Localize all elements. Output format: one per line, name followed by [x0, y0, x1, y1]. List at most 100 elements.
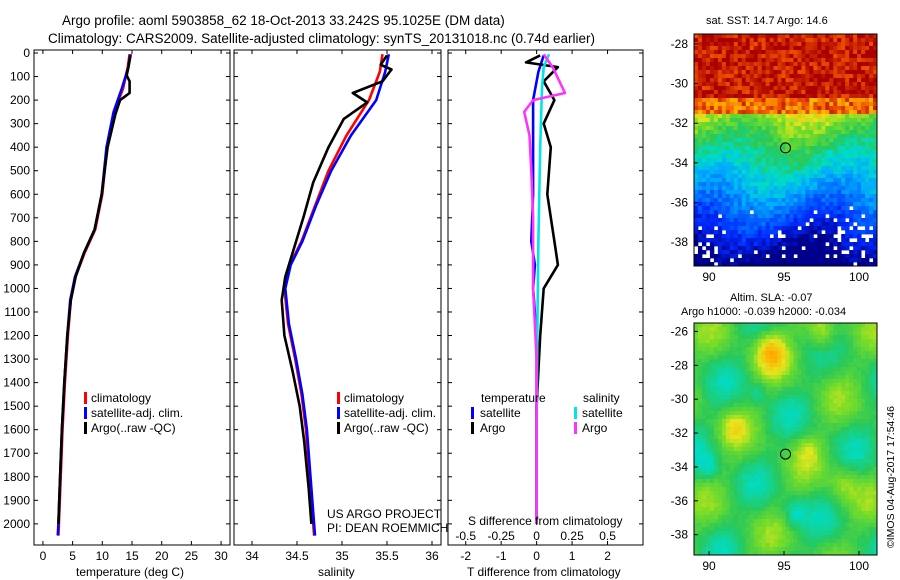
map-cell: [841, 451, 846, 456]
map-cell: [741, 403, 747, 408]
map-cell: [741, 50, 747, 55]
map-cell: [789, 86, 794, 91]
map-cell: [841, 198, 846, 203]
map-cell: [861, 210, 866, 215]
map-cell: [717, 202, 723, 207]
map-cell: [785, 194, 790, 199]
map-cell: [777, 479, 782, 484]
map-cell: [777, 174, 782, 179]
map-cell: [717, 238, 723, 243]
map-cell: [793, 399, 798, 404]
map-cell: [801, 383, 806, 388]
map-cell: [717, 431, 723, 436]
map-cell: [869, 455, 874, 460]
map-cell: [713, 383, 719, 388]
map-cell: [833, 54, 838, 59]
map-cell: [829, 98, 834, 103]
map-cell: [817, 395, 822, 400]
map-cell: [769, 210, 774, 215]
map-cell: [849, 86, 854, 91]
map-cell: [873, 419, 878, 424]
map-cell: [861, 419, 866, 424]
map-cell: [837, 130, 842, 135]
map-cell: [809, 367, 814, 372]
map-cell: [701, 42, 707, 47]
map-cell: [861, 90, 866, 95]
map-cell: [833, 186, 838, 191]
map-cell: [701, 439, 707, 444]
map-cell: [781, 459, 786, 464]
map-cell: [845, 423, 850, 428]
map-cell: [717, 38, 723, 43]
map-cell: [865, 411, 870, 416]
map-cell: [793, 74, 798, 79]
map-cell: [749, 90, 755, 95]
salinity-panel: 34 34.5 35 35.5 36 salinity climatology sate…: [233, 49, 448, 579]
map-cell: [773, 50, 778, 55]
map-cell: [709, 142, 715, 147]
map-cell: [833, 166, 838, 171]
sst-map-title: sat. SST: 14.7 Argo: 14.6: [706, 15, 828, 27]
map-cell: [749, 427, 755, 432]
map-cell: [805, 94, 810, 99]
legend-label-argo: Argo(..raw -QC): [91, 421, 176, 435]
map-cell: [789, 455, 794, 460]
map-cell: [765, 162, 770, 167]
map-cell: [773, 90, 778, 95]
map-cell: [829, 371, 834, 376]
map-cell: [741, 262, 747, 267]
map-cell: [821, 86, 826, 91]
map-cell: [701, 222, 707, 227]
map-cell: [821, 138, 826, 143]
map-cell: [865, 467, 870, 472]
map-cell: [865, 82, 870, 87]
map-cell: [857, 371, 862, 376]
map-cell: [773, 146, 778, 151]
map-cell: [797, 134, 802, 139]
map-cell: [745, 499, 751, 504]
map-cell: [809, 150, 814, 155]
map-cell: [797, 415, 802, 420]
map-cell: [725, 415, 731, 420]
map-cell: [709, 447, 715, 452]
map-cell: [801, 335, 806, 340]
map-cell: [853, 343, 858, 348]
map-cell: [697, 138, 703, 143]
map-cell: [713, 391, 719, 396]
map-cell: [745, 162, 751, 167]
map-cell: [841, 343, 846, 348]
map-cell: [873, 190, 878, 195]
map-cell: [873, 371, 878, 376]
map-cell: [717, 475, 723, 480]
map-cell: [705, 106, 711, 111]
map-cell: [857, 351, 862, 356]
map-cell: [773, 234, 778, 239]
map-cell: [833, 323, 838, 328]
map-cell: [857, 90, 862, 95]
map-cell: [777, 467, 782, 472]
map-cell: [829, 78, 834, 83]
map-cell: [833, 363, 838, 368]
map-cell: [813, 206, 818, 211]
y-tick-label: 1800: [3, 470, 30, 484]
map-cell: [737, 246, 743, 251]
map-cell: [729, 467, 735, 472]
map-cell: [721, 134, 727, 139]
map-cell: [709, 210, 715, 215]
map-cell: [865, 54, 870, 59]
map-cell: [777, 455, 782, 460]
map-cell: [717, 138, 723, 143]
map-cell: [705, 439, 711, 444]
map-cell: [697, 327, 703, 332]
y-tick-label: 1100: [4, 305, 30, 319]
map-cell: [749, 451, 755, 456]
map-cell: [785, 74, 790, 79]
map-cell: [873, 483, 878, 488]
map-cell: [781, 58, 786, 63]
map-cell: [761, 419, 767, 424]
map-cell: [745, 122, 751, 127]
map-cell: [717, 110, 723, 115]
map-cell: [785, 242, 790, 247]
map-cell: [873, 379, 878, 384]
map-cell: [817, 198, 822, 203]
